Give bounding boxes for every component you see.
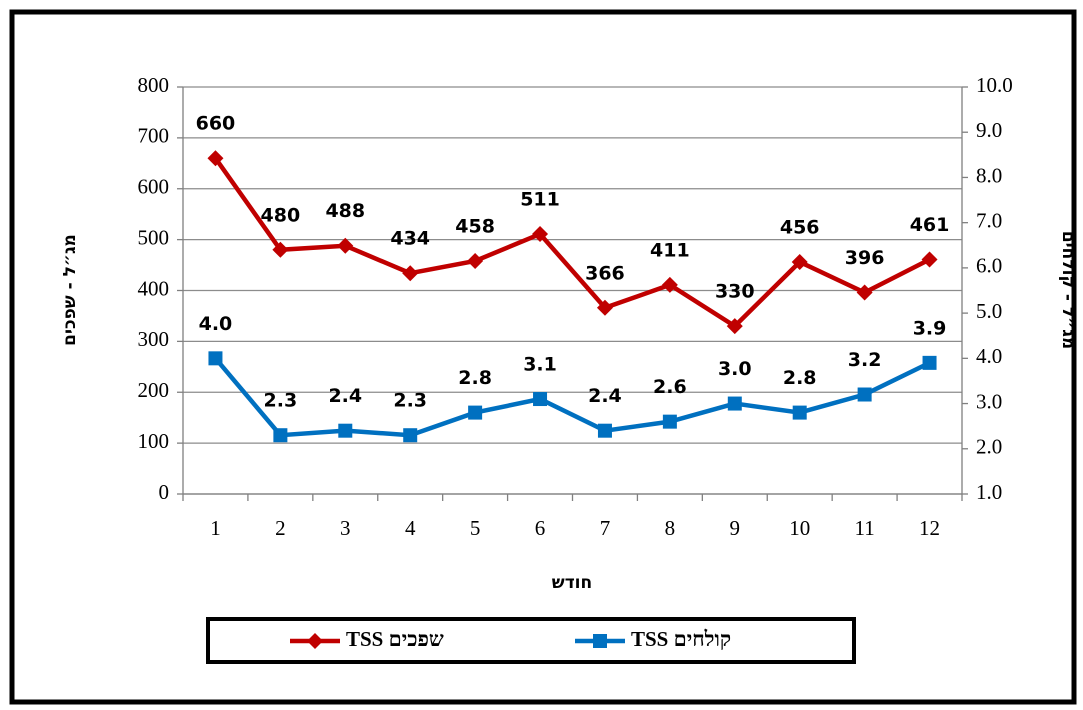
x-tick-label: 12 [919, 516, 940, 540]
series-line [213, 356, 931, 438]
x-tick-label: 8 [665, 516, 676, 540]
y2-tick-label: 1.0 [976, 480, 1002, 504]
data-label: 2.6 [653, 376, 687, 398]
data-label: 3.0 [718, 358, 752, 380]
y2-tick-label: 2.0 [976, 435, 1002, 459]
data-label: 660 [196, 113, 236, 135]
x-tick-label: 11 [855, 516, 875, 540]
data-point [856, 284, 873, 301]
data-point [207, 150, 224, 167]
x-tick-label: 2 [275, 516, 286, 540]
x-tick-label: 9 [730, 516, 741, 540]
y-tick-label: 700 [138, 124, 170, 148]
x-tick-label: 3 [340, 516, 351, 540]
data-point [597, 423, 612, 438]
y2-tick-label: 5.0 [976, 299, 1002, 323]
x-tick-label: 6 [535, 516, 546, 540]
data-label: 458 [455, 215, 495, 237]
y2-tick-label: 6.0 [976, 254, 1002, 278]
data-point [661, 276, 678, 293]
data-point [727, 396, 742, 411]
series-line [213, 156, 931, 329]
y-tick-label: 100 [138, 429, 170, 453]
x-tick-label: 10 [789, 516, 810, 540]
data-point [922, 355, 937, 370]
y2-axis-title: מג״ל - קולחים [1058, 231, 1078, 349]
data-point [792, 405, 807, 420]
data-label: 461 [910, 214, 950, 236]
x-tick-label: 5 [470, 516, 481, 540]
x-tick-label: 4 [405, 516, 416, 540]
data-point [857, 387, 872, 402]
data-label: 2.8 [458, 367, 492, 389]
data-point [921, 251, 938, 268]
data-point [208, 351, 223, 366]
y2-tick-label: 4.0 [976, 344, 1002, 368]
y2-tick-label: 3.0 [976, 389, 1002, 413]
data-label: 2.3 [264, 390, 298, 412]
data-label: 480 [261, 204, 301, 226]
x-axis-title: חודש [552, 573, 592, 593]
data-point [791, 254, 808, 271]
data-label: 2.4 [588, 385, 622, 407]
legend-label: TSS שפכים [346, 627, 444, 651]
data-label: 488 [325, 200, 365, 222]
data-point [468, 405, 483, 420]
y-tick-label: 400 [138, 276, 170, 300]
y-tick-label: 500 [138, 225, 170, 249]
data-label: 511 [520, 189, 560, 211]
data-point [533, 392, 548, 407]
data-point [337, 237, 354, 254]
data-point [273, 428, 288, 443]
data-point [403, 428, 418, 443]
y2-tick-label: 8.0 [976, 163, 1002, 187]
data-point [596, 299, 613, 316]
data-label: 434 [390, 228, 430, 250]
data-label: 2.4 [328, 385, 362, 407]
data-label: 456 [780, 217, 820, 239]
legend-label: TSS קולחים [631, 627, 731, 651]
data-label: 3.9 [913, 317, 947, 339]
data-label: 411 [650, 239, 690, 261]
data-label: 3.1 [523, 354, 557, 376]
y-tick-label: 600 [138, 175, 170, 199]
x-tick-label: 7 [600, 516, 611, 540]
data-label: 366 [585, 262, 625, 284]
data-label: 330 [715, 281, 755, 303]
data-point [662, 414, 677, 429]
data-point [467, 252, 484, 269]
y2-tick-label: 10.0 [976, 73, 1013, 97]
x-tick-label: 1 [210, 516, 221, 540]
y-tick-label: 300 [138, 327, 170, 351]
y-tick-label: 800 [138, 73, 170, 97]
y-tick-label: 200 [138, 378, 170, 402]
legend-marker [307, 633, 323, 649]
data-label: 2.8 [783, 367, 817, 389]
y2-tick-label: 7.0 [976, 208, 1002, 232]
data-label: 4.0 [199, 313, 233, 335]
data-label: 3.2 [848, 349, 882, 371]
data-point [532, 226, 549, 243]
data-point [402, 265, 419, 282]
data-point [726, 318, 743, 335]
y-tick-label: 0 [159, 480, 170, 504]
legend-marker [593, 634, 607, 648]
frame [9, 9, 1077, 705]
y2-tick-label: 9.0 [976, 118, 1002, 142]
data-point [338, 423, 353, 438]
data-label: 2.3 [393, 390, 427, 412]
y-axis-title: מג״ל - שפכים [60, 234, 80, 346]
data-point [272, 241, 289, 258]
data-label: 396 [845, 247, 885, 269]
